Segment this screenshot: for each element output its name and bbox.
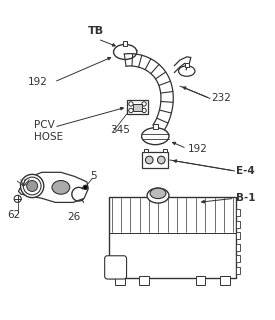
- Ellipse shape: [23, 177, 41, 195]
- Circle shape: [129, 108, 133, 113]
- Text: 192: 192: [27, 77, 47, 87]
- Bar: [236, 232, 240, 239]
- Text: 345: 345: [110, 125, 130, 135]
- Text: B-1: B-1: [236, 193, 255, 203]
- Bar: [123, 41, 127, 46]
- Text: E-4: E-4: [236, 166, 255, 176]
- Bar: [236, 244, 240, 251]
- Bar: [236, 267, 240, 274]
- Bar: [220, 276, 230, 285]
- Ellipse shape: [21, 174, 44, 198]
- Ellipse shape: [150, 188, 166, 199]
- Bar: [115, 276, 125, 285]
- Bar: [109, 197, 236, 278]
- Ellipse shape: [52, 180, 70, 194]
- Polygon shape: [174, 57, 191, 72]
- Polygon shape: [18, 172, 88, 203]
- Bar: [144, 148, 148, 152]
- Circle shape: [142, 108, 146, 113]
- Bar: [236, 209, 240, 216]
- Text: 232: 232: [211, 93, 231, 103]
- Bar: [139, 276, 149, 285]
- Text: 192: 192: [188, 143, 208, 154]
- Bar: [142, 152, 168, 168]
- Bar: [196, 276, 205, 285]
- Bar: [127, 100, 148, 114]
- Bar: [153, 124, 158, 129]
- Polygon shape: [124, 54, 173, 132]
- Circle shape: [14, 195, 21, 203]
- Circle shape: [145, 156, 153, 164]
- Circle shape: [142, 102, 146, 106]
- Bar: [185, 63, 189, 67]
- Text: TB: TB: [88, 26, 104, 36]
- Ellipse shape: [142, 128, 169, 145]
- Circle shape: [158, 156, 165, 164]
- Text: PCV
HOSE: PCV HOSE: [34, 120, 63, 142]
- Ellipse shape: [147, 188, 169, 203]
- Text: 5: 5: [90, 172, 97, 181]
- Text: 62: 62: [8, 210, 21, 220]
- Text: 26: 26: [67, 212, 81, 222]
- Circle shape: [129, 102, 133, 106]
- Ellipse shape: [114, 44, 137, 60]
- Bar: [236, 255, 240, 262]
- Ellipse shape: [178, 66, 195, 76]
- Ellipse shape: [27, 180, 38, 191]
- Bar: [133, 104, 142, 111]
- Bar: [236, 221, 240, 228]
- FancyBboxPatch shape: [105, 256, 127, 279]
- Bar: [163, 148, 167, 152]
- Circle shape: [83, 185, 88, 189]
